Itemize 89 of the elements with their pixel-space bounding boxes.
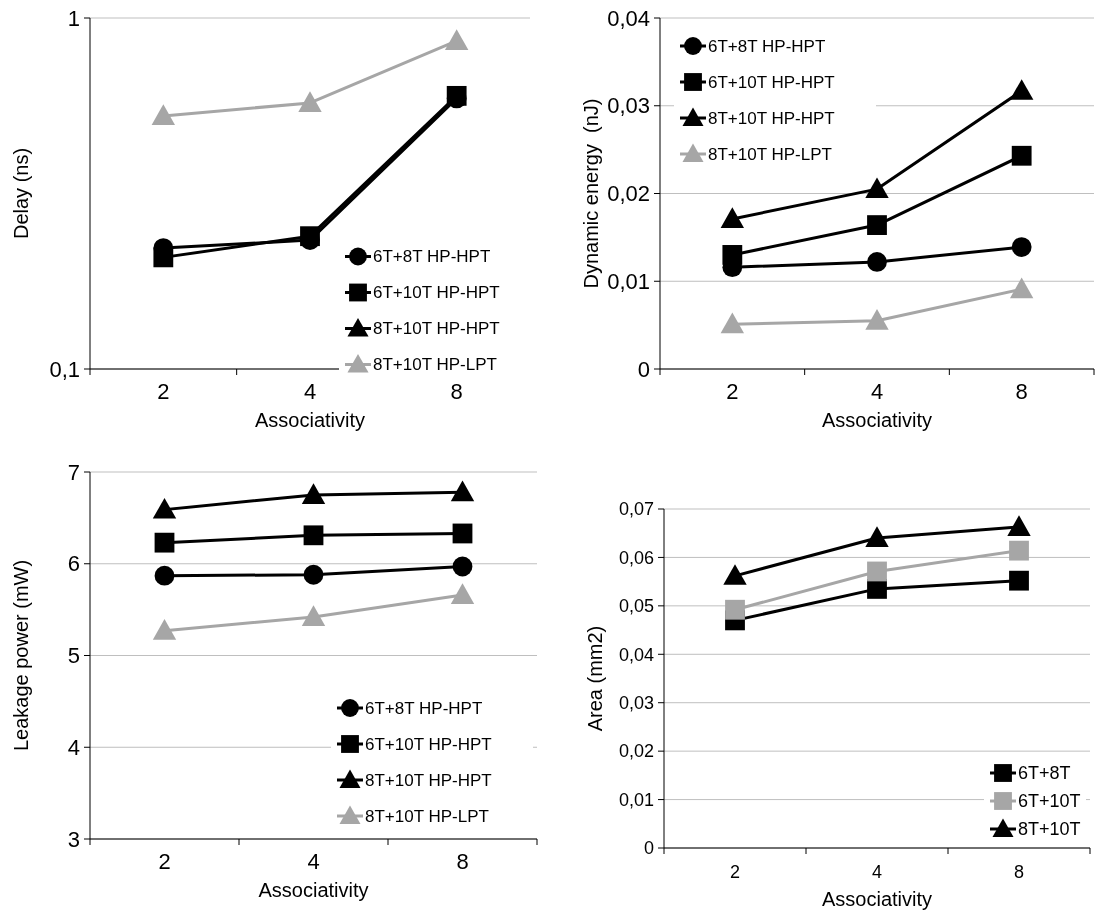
point [720, 312, 745, 334]
point [1009, 79, 1034, 100]
point [1011, 237, 1032, 257]
y-tick-label: 0 [643, 838, 654, 859]
x-axis-title: Associativity [821, 409, 933, 431]
y-tick-label: 0,06 [618, 547, 654, 568]
point [152, 619, 177, 640]
y-tick-label: 0,07 [618, 499, 654, 520]
y-tick-label: 0,01 [607, 268, 650, 294]
y-tick-label: 0,04 [618, 644, 654, 665]
x-axis-title: Associativity [258, 879, 369, 901]
point [1009, 540, 1029, 561]
point [865, 309, 889, 330]
point [723, 564, 747, 585]
y-tick-label: 0,03 [618, 693, 654, 714]
point [152, 497, 177, 519]
x-tick-label: 8 [1013, 862, 1025, 882]
y-tick-label: 0 [637, 356, 650, 382]
y-axis-title: Delay (ns) [10, 147, 32, 240]
legend-label: 6T+8T HP-HPT [708, 36, 826, 56]
y-tick-label: 0,02 [607, 181, 650, 207]
legend-label: 6T+8T [1018, 763, 1071, 784]
x-tick-label: 2 [158, 849, 171, 874]
legend-label: 8T+10T HP-LPT [708, 144, 832, 164]
point [301, 483, 326, 504]
legend-label: 8T+10T HP-HPT [365, 770, 492, 790]
y-tick-label: 0,03 [607, 93, 650, 119]
y-tick-label: 3 [67, 826, 80, 852]
y-axis-title: Area (mm2) [584, 625, 606, 732]
point [303, 564, 324, 585]
x-tick-label: 2 [729, 862, 741, 882]
legend-label: 6T+10T HP-HPT [708, 72, 835, 92]
x-tick-label: 4 [870, 379, 884, 404]
point [154, 565, 175, 586]
point [444, 29, 469, 50]
point [1011, 145, 1032, 166]
point [154, 532, 175, 553]
point [298, 91, 322, 112]
x-axis-title: Associativity [821, 888, 933, 910]
point [867, 252, 887, 272]
point [1009, 277, 1034, 299]
point [151, 104, 176, 125]
y-tick-label: 1 [67, 5, 80, 31]
y-tick-label: 0,05 [618, 596, 654, 617]
point [301, 605, 326, 626]
x-tick-label: 8 [1015, 379, 1028, 404]
legend-label: 8T+10T HP-HPT [708, 108, 835, 128]
point [725, 599, 745, 620]
x-tick-label: 4 [303, 379, 317, 404]
y-tick-label: 4 [67, 734, 80, 760]
legend-label: 6T+10T HP-HPT [373, 283, 500, 303]
point [865, 177, 889, 199]
y-tick-label: 7 [67, 459, 80, 485]
y-tick-label: 0,02 [618, 741, 654, 762]
x-tick-label: 4 [871, 862, 883, 882]
y-tick-label: 6 [67, 551, 80, 577]
x-tick-label: 4 [307, 849, 320, 874]
point [303, 525, 324, 546]
x-tick-label: 8 [450, 379, 463, 404]
point [450, 583, 475, 604]
y-axis-title: Leakage power (mW) [10, 559, 32, 752]
legend-label: 8T+10T [1018, 819, 1081, 840]
point [1007, 515, 1031, 536]
point [867, 561, 887, 582]
legend-label: 6T+8T HP-HPT [365, 698, 483, 718]
point [153, 247, 174, 268]
legend-label: 6T+10T [1018, 791, 1081, 812]
y-tick-label: 0,01 [618, 789, 654, 810]
x-tick-label: 8 [456, 849, 469, 874]
legend-label: 8T+10T HP-LPT [365, 806, 489, 826]
legend-label: 8T+10T HP-LPT [373, 355, 497, 375]
point [1009, 570, 1029, 591]
x-axis-title: Associativity [254, 409, 366, 431]
x-tick-label: 2 [157, 379, 170, 404]
y-axis-title: Dynamic energy (nJ) [580, 98, 602, 289]
legend-label: 6T+10T HP-HPT [365, 734, 492, 754]
legend-label: 6T+8T HP-HPT [373, 247, 491, 267]
x-tick-label: 2 [726, 379, 739, 404]
y-tick-label: 5 [67, 643, 80, 669]
point [722, 245, 743, 265]
point [867, 215, 887, 235]
point [720, 207, 745, 228]
point [450, 480, 475, 502]
point [452, 556, 473, 577]
point [452, 523, 473, 544]
point [865, 526, 889, 548]
y-tick-label: 0,1 [49, 356, 80, 382]
y-tick-label: 0,04 [607, 5, 650, 31]
legend-label: 8T+10T HP-HPT [373, 319, 500, 339]
